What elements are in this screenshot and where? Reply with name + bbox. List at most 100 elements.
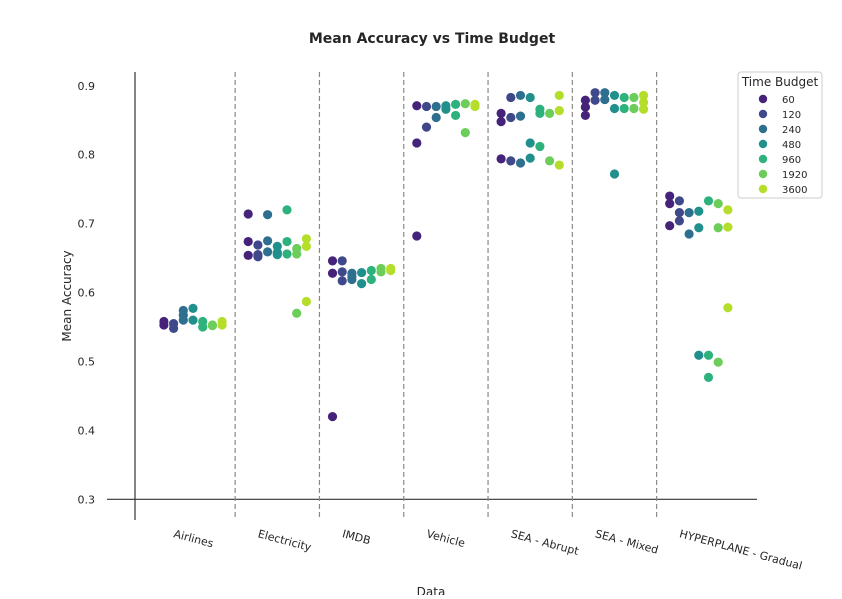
data-point xyxy=(694,223,704,233)
data-point xyxy=(243,236,253,247)
data-point xyxy=(694,350,704,360)
data-point xyxy=(376,267,386,277)
legend-marker xyxy=(758,184,768,194)
data-point xyxy=(178,315,188,325)
data-point xyxy=(347,274,357,285)
data-point xyxy=(282,205,292,215)
data-point xyxy=(263,247,273,257)
data-point xyxy=(272,250,282,260)
data-point xyxy=(590,88,600,98)
y-tick-label: 0.8 xyxy=(78,149,96,162)
y-tick-label: 0.5 xyxy=(78,355,96,368)
data-point xyxy=(580,110,591,121)
data-point xyxy=(703,350,714,360)
data-point xyxy=(713,357,723,367)
data-point xyxy=(253,240,263,250)
data-point xyxy=(609,169,620,179)
data-point xyxy=(525,153,535,163)
data-point xyxy=(292,308,302,318)
data-point xyxy=(525,92,535,103)
legend-marker xyxy=(758,139,768,149)
legend-marker xyxy=(758,109,768,119)
data-point xyxy=(545,156,555,166)
data-point xyxy=(253,252,263,262)
data-point xyxy=(357,267,367,278)
legend-label: 3600 xyxy=(782,185,807,196)
data-point xyxy=(198,322,208,332)
data-point xyxy=(694,206,704,216)
data-point xyxy=(441,104,451,114)
data-point xyxy=(460,99,470,109)
data-point xyxy=(629,92,639,103)
data-point xyxy=(684,229,694,239)
data-point xyxy=(282,236,292,247)
y-tick-label: 0.3 xyxy=(78,493,96,506)
data-point xyxy=(713,199,723,209)
data-point xyxy=(665,221,675,231)
data-point xyxy=(412,138,422,148)
data-point xyxy=(217,320,227,330)
data-point xyxy=(421,122,432,132)
data-point xyxy=(619,92,629,103)
data-point xyxy=(496,154,506,164)
data-point xyxy=(639,90,649,101)
data-point xyxy=(723,222,733,232)
data-point xyxy=(554,90,564,101)
data-point xyxy=(460,128,470,138)
data-point xyxy=(665,199,675,209)
legend-marker xyxy=(758,94,768,104)
data-point xyxy=(301,296,311,307)
data-point xyxy=(337,267,347,277)
legend-label: 120 xyxy=(782,110,801,121)
x-tick-label: Airlines xyxy=(172,527,215,550)
x-axis-label: Data xyxy=(417,585,446,595)
data-point xyxy=(366,265,376,276)
y-tick-label: 0.6 xyxy=(78,287,96,300)
data-point xyxy=(629,103,639,114)
data-point xyxy=(665,191,675,201)
data-point xyxy=(188,303,198,314)
data-point xyxy=(327,412,338,422)
x-tick-label: HYPERPLANE - Gradual xyxy=(678,527,803,572)
data-point xyxy=(451,99,461,109)
data-point xyxy=(515,158,526,168)
data-point xyxy=(421,101,432,112)
data-point xyxy=(674,196,685,206)
data-point xyxy=(535,141,545,152)
data-point xyxy=(609,103,620,114)
data-point xyxy=(525,138,535,148)
data-point xyxy=(431,112,441,123)
legend-label: 60 xyxy=(782,95,795,106)
data-point xyxy=(703,372,714,382)
data-point xyxy=(515,90,526,101)
x-tick-label: SEA - Mixed xyxy=(594,527,660,556)
data-point xyxy=(580,102,591,112)
data-point xyxy=(357,278,367,289)
data-point xyxy=(451,110,461,121)
data-point xyxy=(366,274,376,285)
legend-box xyxy=(737,71,823,199)
data-point xyxy=(263,210,273,220)
data-point xyxy=(188,315,198,325)
data-point xyxy=(386,265,396,276)
data-point xyxy=(554,105,564,116)
data-point xyxy=(545,108,555,118)
legend-marker xyxy=(758,169,768,179)
x-tick-label: Vehicle xyxy=(425,527,467,550)
legend-label: 1920 xyxy=(782,170,807,181)
legend-marker xyxy=(758,124,768,134)
y-tick-label: 0.7 xyxy=(78,218,96,231)
data-point xyxy=(515,111,526,121)
x-tick-label: IMDB xyxy=(341,527,372,547)
data-point xyxy=(723,303,733,313)
data-point xyxy=(159,320,169,330)
data-point xyxy=(292,249,302,259)
data-point xyxy=(301,234,311,244)
data-point xyxy=(496,108,506,118)
data-point xyxy=(301,241,311,251)
data-point xyxy=(703,196,714,206)
data-point xyxy=(337,256,347,266)
data-point xyxy=(243,209,253,219)
data-point xyxy=(639,104,649,114)
